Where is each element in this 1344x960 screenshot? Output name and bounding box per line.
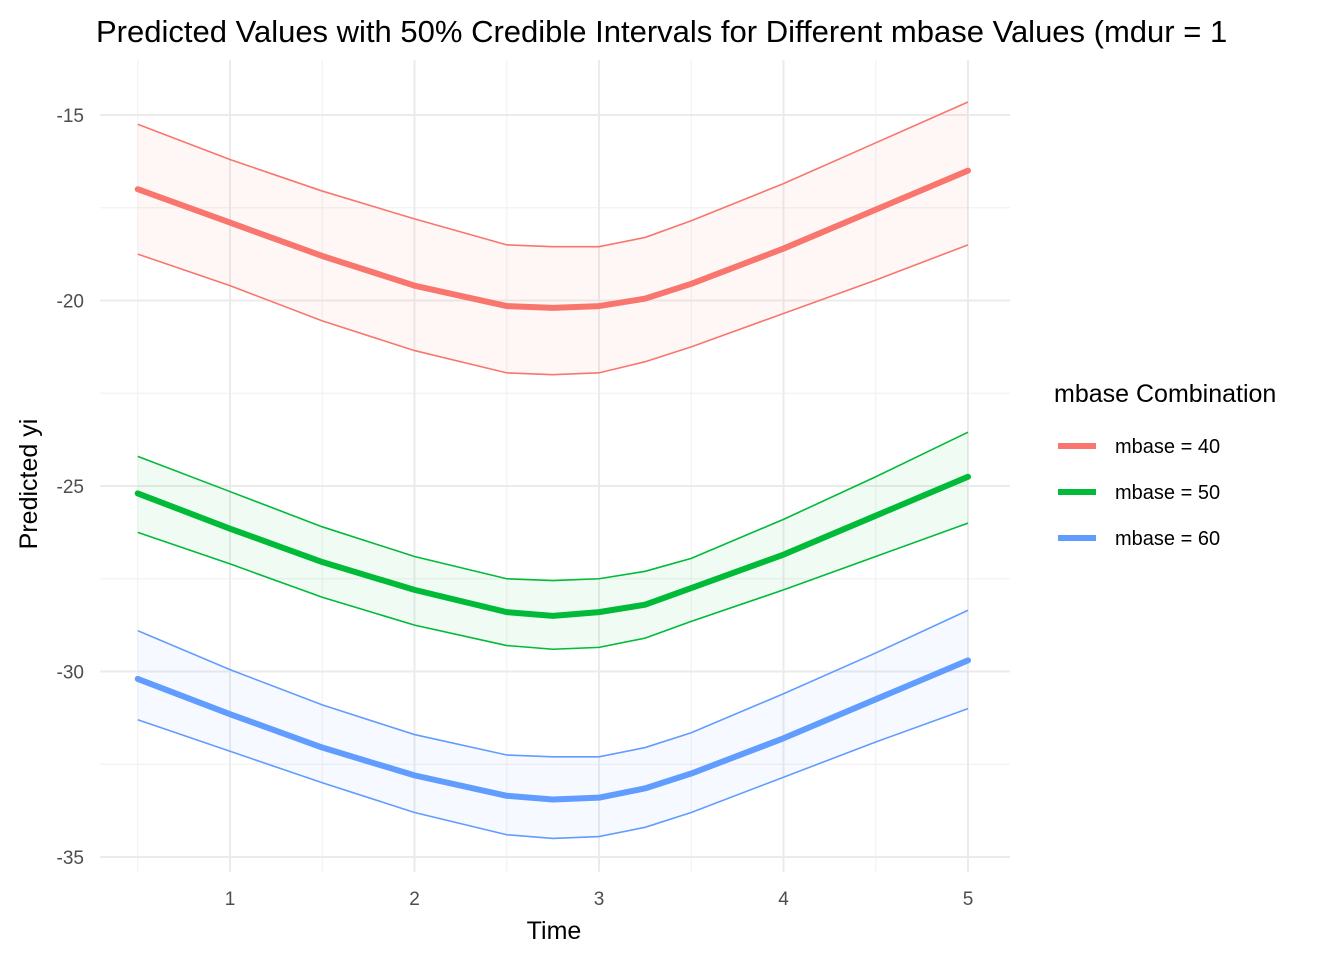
x-tick-label: 5: [963, 889, 974, 910]
y-tick-label: -20: [57, 292, 84, 313]
lower-bound-line-1: [137, 522, 969, 651]
y-tick-label: -25: [57, 477, 84, 498]
legend-label-1: mbase = 50: [1115, 482, 1220, 504]
series-line-1: [134, 473, 971, 619]
legend-label-0: mbase = 40: [1115, 436, 1220, 458]
x-tick-label: 4: [778, 889, 789, 910]
credible-bands: [137, 102, 968, 839]
x-tick-label: 2: [409, 889, 420, 910]
legend-title: mbase Combination: [1054, 380, 1276, 408]
legend-items: mbase = 40 mbase = 50 mbase = 60: [1058, 436, 1220, 550]
lower-bound-line-2: [137, 707, 969, 840]
y-tick-label: -30: [57, 663, 84, 684]
y-tick-label: -15: [57, 106, 84, 127]
upper-bound-line-2: [137, 609, 969, 758]
series-line-0: [134, 167, 971, 311]
chart-title: Predicted Values with 50% Credible Inter…: [96, 14, 1227, 49]
credible-band-2: [137, 610, 968, 839]
series-lines: [134, 101, 971, 840]
x-tick-label: 1: [225, 889, 236, 910]
x-tick-label: 3: [594, 889, 605, 910]
lower-bound-line-0: [137, 244, 969, 376]
y-tick-label: -35: [57, 848, 84, 869]
y-axis-ticks: -15 -20 -25 -30 -35: [57, 106, 84, 869]
legend-label-2: mbase = 60: [1115, 528, 1220, 550]
credible-band-1: [137, 432, 968, 650]
upper-bound-line-0: [137, 101, 969, 248]
credible-band-0: [137, 102, 968, 375]
x-axis-ticks: 1 2 3 4 5: [225, 889, 974, 910]
series-line-2: [134, 657, 971, 803]
y-axis-title: Predicted yi: [15, 419, 43, 550]
upper-bound-line-1: [137, 431, 969, 582]
x-axis-title: Time: [527, 917, 582, 945]
